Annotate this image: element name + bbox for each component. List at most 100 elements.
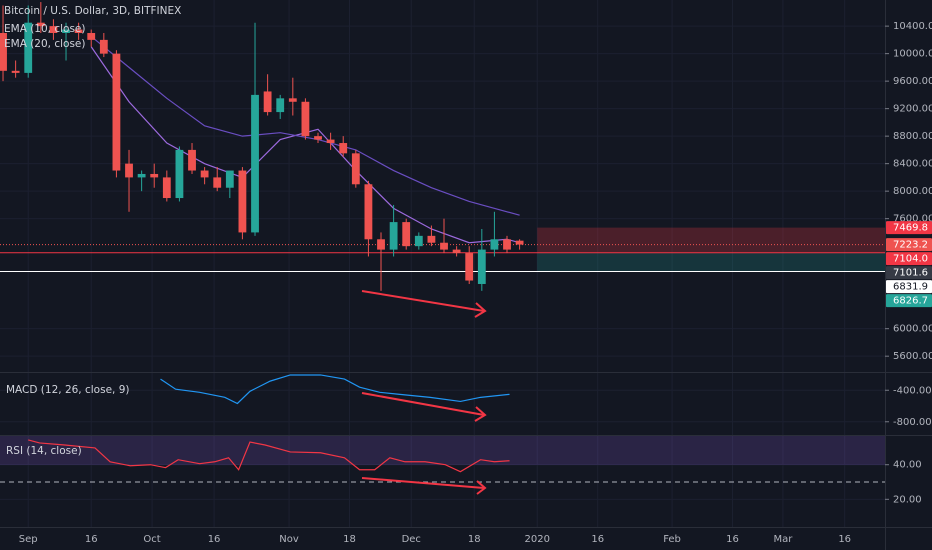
candle-body [137, 173, 146, 178]
candle-body [414, 235, 423, 247]
candle-body [339, 143, 348, 154]
pane-title: MACD (12, 26, close, 9) [6, 384, 129, 396]
candle-body [238, 170, 247, 233]
candle-body [150, 173, 159, 178]
price-label-bg [886, 280, 932, 294]
x-tick-label: 16 [591, 534, 604, 545]
candle-body [503, 239, 511, 250]
indicator-line [28, 439, 510, 473]
candle-body [62, 29, 70, 34]
legend-entry: EMA (20, close) [4, 38, 86, 50]
candle-body [213, 177, 222, 188]
x-tick-label: Feb [663, 534, 681, 545]
candle-body [162, 177, 171, 199]
candle-body [74, 29, 83, 34]
y-tick-label: 6000.00 [893, 324, 932, 335]
position-target-zone [537, 227, 885, 253]
arrow [361, 477, 485, 489]
candle-body [276, 98, 285, 113]
candle-body [314, 136, 322, 140]
candle-body [251, 94, 259, 233]
price-label: 7101.6 [893, 268, 928, 279]
ema-line [90, 46, 520, 244]
candle-body [288, 98, 297, 102]
y-tick-label: 8800.00 [893, 131, 932, 142]
x-tick-label: 16 [726, 534, 739, 545]
candle-body [351, 153, 360, 185]
y-tick-label: 5600.00 [893, 351, 932, 362]
y-tick-label: 9600.00 [893, 76, 932, 87]
price-label: 7104.0 [893, 254, 928, 265]
divergence-arrows [361, 290, 487, 495]
candle-body [452, 249, 461, 254]
candle-body [188, 149, 196, 171]
x-tick-label: 2020 [525, 534, 550, 545]
candle-body [36, 22, 45, 27]
y-tick-label: 8400.00 [893, 159, 932, 170]
candle-body [490, 239, 499, 250]
y-tick-label: 10400.00 [893, 21, 932, 32]
rsi-band [0, 436, 885, 465]
candle-body [125, 163, 133, 178]
y-tick-label: 40.00 [893, 460, 922, 471]
candle-body [225, 170, 234, 188]
x-tick-label: 16 [838, 534, 851, 545]
arrow-head [474, 302, 487, 318]
candle-body [49, 26, 58, 34]
candle-body [440, 242, 448, 250]
position-stop-zone [537, 252, 885, 272]
x-tick-label: Oct [143, 534, 160, 545]
grid [0, 0, 885, 527]
price-label: 6831.9 [893, 282, 928, 293]
price-label-bg [886, 266, 932, 280]
arrow [361, 290, 485, 312]
candle-body [87, 33, 96, 40]
candle-body [175, 149, 184, 199]
price-label-bg [886, 252, 932, 266]
price-label: 7469.8 [893, 223, 928, 234]
candle-body [477, 249, 486, 284]
candle-body [24, 22, 33, 73]
axis: 10400.00 10000.00 9600.00 9200.00 8800.00 840… [19, 21, 932, 545]
x-tick-label: 16 [85, 534, 98, 545]
candle-body [112, 53, 121, 171]
x-tick-label: Nov [279, 534, 299, 545]
candle-body [99, 39, 108, 54]
price-label-bg [886, 221, 932, 235]
y-tick-label: -400.00 [893, 385, 932, 396]
price-label-bg [886, 238, 932, 252]
arrow [361, 392, 485, 416]
y-tick-label: 8000.00 [893, 186, 932, 197]
candle-body [326, 139, 335, 144]
arrow-head [474, 406, 487, 422]
chart-title: Bitcoin / U.S. Dollar, 3D, BITFINEX [4, 5, 181, 17]
y-tick-label: 7600.00 [893, 214, 932, 225]
candle-body [301, 101, 310, 137]
x-tick-label: Dec [402, 534, 421, 545]
candle-body [0, 33, 7, 71]
x-tick-label: 16 [208, 534, 221, 545]
candle-body [515, 240, 524, 245]
legend-entry: EMA (10, close) [4, 23, 86, 35]
candle-body [11, 70, 20, 73]
x-tick-label: 18 [343, 534, 356, 545]
candle-body [427, 235, 436, 243]
arrow-head [476, 480, 487, 495]
candle-body [465, 253, 474, 281]
price-label-bg [886, 294, 932, 308]
y-tick-label: 20.00 [893, 494, 922, 505]
candle-body [389, 222, 398, 250]
candle-body [263, 91, 272, 113]
price-label: 6826.7 [893, 296, 928, 307]
candle-body [377, 239, 385, 250]
candle-body [402, 222, 411, 247]
y-tick-label: 10000.00 [893, 49, 932, 60]
candle-body [200, 170, 209, 178]
x-tick-label: Sep [19, 534, 38, 545]
indicator-line [160, 374, 510, 405]
y-tick-label: 9200.00 [893, 104, 932, 115]
x-tick-label: Mar [774, 534, 794, 545]
x-tick-label: 18 [468, 534, 481, 545]
price-label: 7223.2 [893, 240, 928, 251]
